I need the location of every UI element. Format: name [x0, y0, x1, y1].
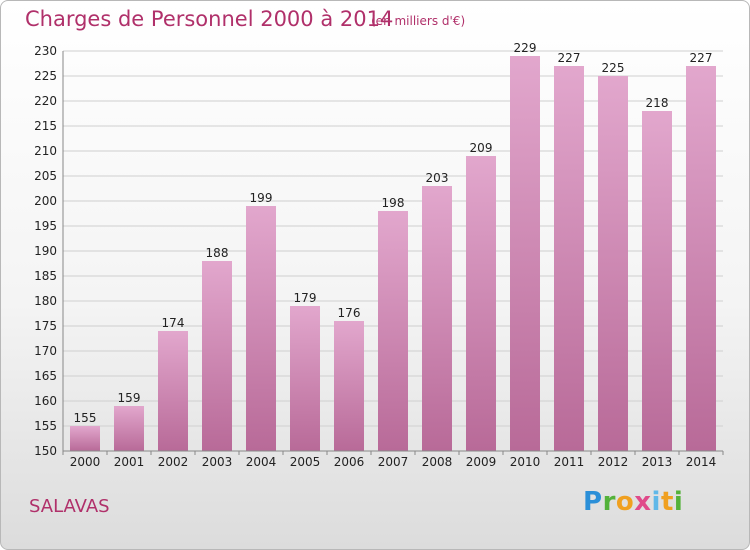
bar-value-label: 179 [294, 291, 317, 305]
x-tick-label: 2000 [70, 455, 101, 469]
y-tick-label: 215 [34, 119, 57, 133]
bar [642, 111, 672, 451]
y-tick-label: 230 [34, 44, 57, 58]
x-tick-label: 2012 [598, 455, 629, 469]
x-tick-label: 2002 [158, 455, 189, 469]
x-tick-label: 2007 [378, 455, 409, 469]
bar-value-label: 227 [690, 51, 713, 65]
x-tick-label: 2014 [686, 455, 717, 469]
y-tick-label: 170 [34, 344, 57, 358]
y-tick-label: 190 [34, 244, 57, 258]
bar [554, 66, 584, 451]
x-tick-label: 2011 [554, 455, 585, 469]
bar [466, 156, 496, 451]
proxiti-logo: Proxiti [583, 487, 684, 517]
bar-value-label: 203 [426, 171, 449, 185]
bar [114, 406, 144, 451]
bar-value-label: 159 [118, 391, 141, 405]
bar [290, 306, 320, 451]
chart-subtitle: (en milliers d'€) [371, 14, 466, 28]
bar-value-label: 227 [558, 51, 581, 65]
bar [422, 186, 452, 451]
bar-value-label: 225 [602, 61, 625, 75]
x-axis: 2000 2001 2002 2003 2004 2005 2006 2007 2008 2009… [62, 450, 724, 469]
bar-value-label: 199 [250, 191, 273, 205]
bar-value-label: 218 [646, 96, 669, 110]
x-tick-label: 2004 [246, 455, 277, 469]
bar [378, 211, 408, 451]
y-axis: 150 155 160 165 170 175 180 185 190 195 200 205 210 2… [34, 44, 64, 458]
bar [202, 261, 232, 451]
bar [686, 66, 716, 451]
bar-value-label: 209 [470, 141, 493, 155]
y-tick-label: 155 [34, 419, 57, 433]
x-tick-label: 2013 [642, 455, 673, 469]
commune-name: SALAVAS [29, 496, 110, 517]
bars: 155 159 174 188 199 179 176 198 203 209 229 227 225 2… [70, 41, 716, 451]
y-tick-label: 185 [34, 269, 57, 283]
x-tick-label: 2005 [290, 455, 321, 469]
bar [70, 426, 100, 451]
bar-value-label: 188 [206, 246, 229, 260]
bar [158, 331, 188, 451]
bar [334, 321, 364, 451]
x-tick-label: 2009 [466, 455, 497, 469]
x-tick-label: 2006 [334, 455, 365, 469]
bar [246, 206, 276, 451]
bar-value-label: 229 [514, 41, 537, 55]
y-tick-label: 175 [34, 319, 57, 333]
y-tick-label: 160 [34, 394, 57, 408]
y-tick-label: 205 [34, 169, 57, 183]
x-tick-label: 2003 [202, 455, 233, 469]
y-tick-label: 195 [34, 219, 57, 233]
bar-value-label: 155 [74, 411, 97, 425]
bar-value-label: 176 [338, 306, 361, 320]
bar [598, 76, 628, 451]
chart-title: Charges de Personnel 2000 à 2014 [25, 7, 394, 31]
y-tick-label: 150 [34, 444, 57, 458]
x-tick-label: 2001 [114, 455, 145, 469]
y-tick-label: 225 [34, 69, 57, 83]
y-tick-label: 210 [34, 144, 57, 158]
y-tick-label: 165 [34, 369, 57, 383]
x-tick-label: 2010 [510, 455, 541, 469]
y-tick-label: 220 [34, 94, 57, 108]
bar-value-label: 174 [162, 316, 185, 330]
y-tick-label: 180 [34, 294, 57, 308]
y-tick-label: 200 [34, 194, 57, 208]
x-tick-label: 2008 [422, 455, 453, 469]
bar [510, 56, 540, 451]
bar-value-label: 198 [382, 196, 405, 210]
